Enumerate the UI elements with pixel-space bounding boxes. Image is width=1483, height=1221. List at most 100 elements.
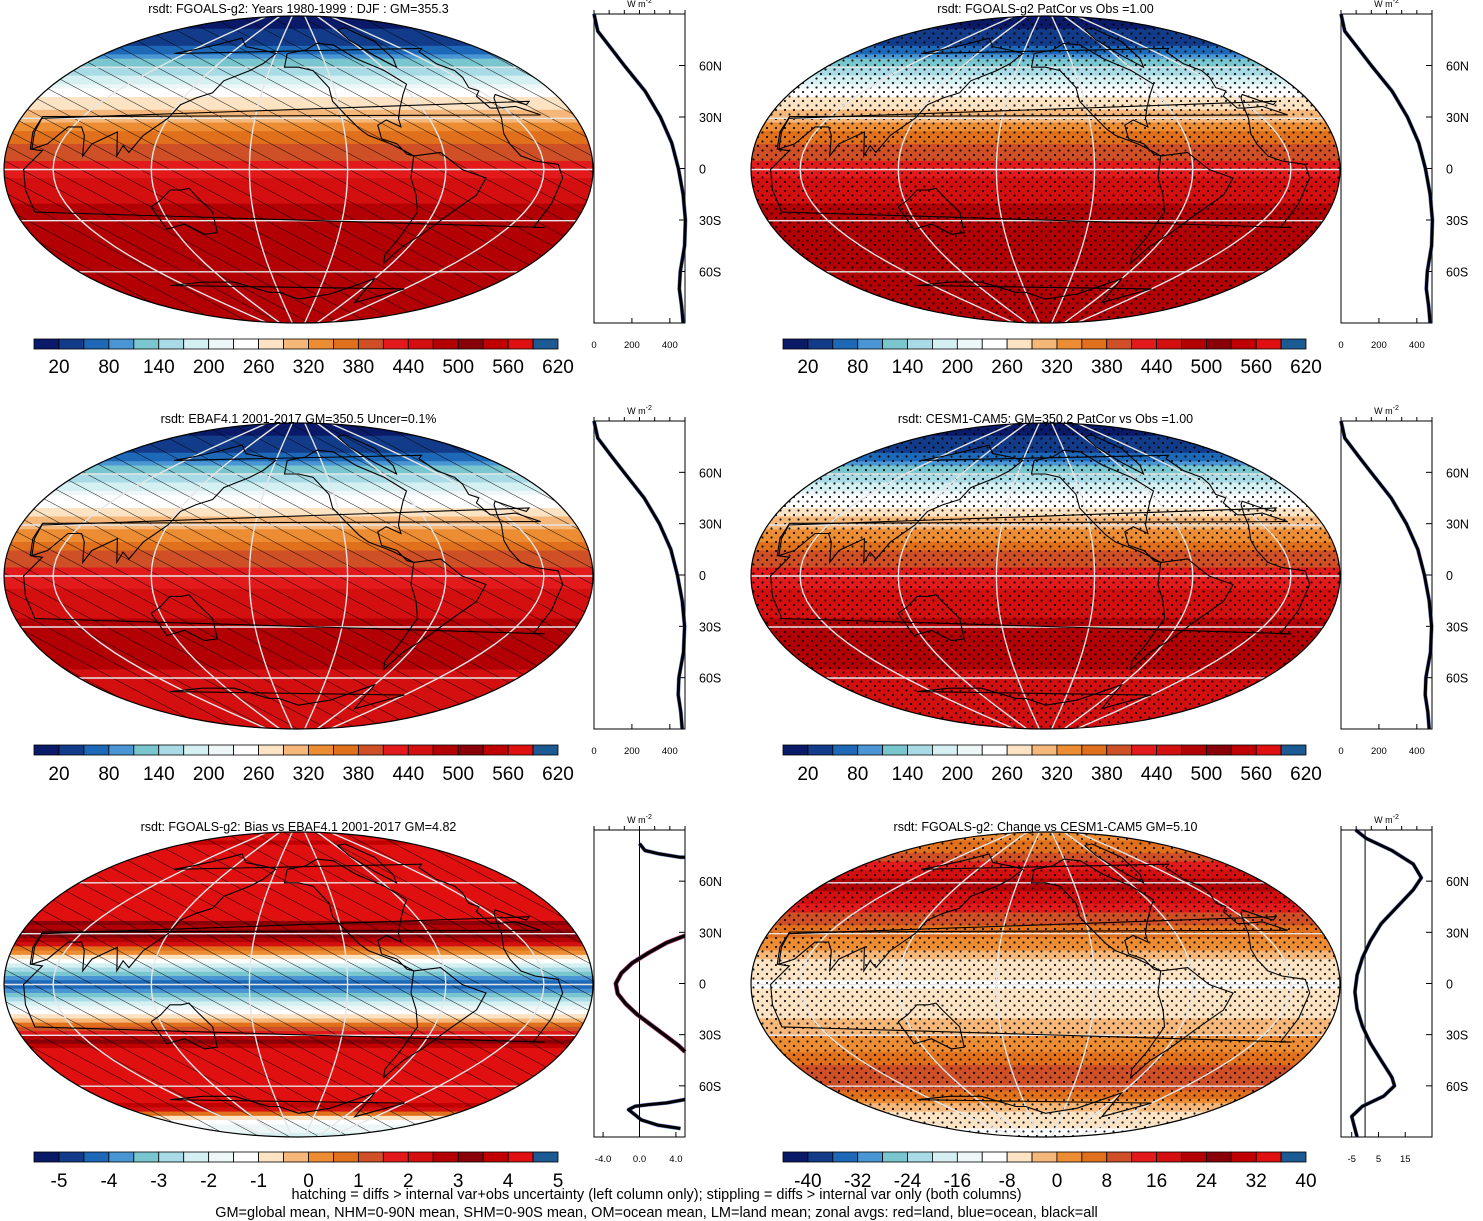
colorbar-tick-label: 500 [442, 764, 474, 785]
colorbar-tick-label: 0 [303, 1171, 314, 1192]
graticule-meridian [799, 832, 1015, 1137]
graticule-meridian [799, 16, 1015, 323]
map-border [3, 422, 594, 730]
colorbar-swatch [981, 1151, 1008, 1163]
map-panel-3: rsdt: EBAF4.1 2001-2017 GM=350.5 Uncer=0… [3, 412, 594, 730]
profile-curve-all [614, 934, 687, 1053]
colorbar-swatch [1280, 744, 1307, 756]
profile-frame [593, 13, 686, 324]
colorbar-swatch [33, 1151, 60, 1163]
colorbar-tick-label: 1 [353, 1171, 364, 1192]
colorbar-swatch [882, 1151, 908, 1163]
graticule-meridian [248, 832, 293, 1137]
graticule-meridian [1051, 16, 1096, 323]
profile-curve-all [1339, 420, 1434, 730]
colorbar-swatch [907, 1151, 933, 1163]
profile-lat-label: 60S [699, 672, 721, 686]
colorbar-swatch [1081, 338, 1108, 350]
graticule-meridian [52, 832, 268, 1137]
map-panel-5: rsdt: FGOALS-g2: Bias vs EBAF4.1 2001-20… [3, 820, 594, 1138]
profile-lat-label: 0 [699, 569, 706, 583]
colorbar-swatch [507, 744, 534, 756]
colorbar-swatch [382, 1151, 409, 1163]
colorbar-tick-label: 440 [392, 357, 424, 378]
graticule-meridian [316, 423, 447, 729]
coastline-greenland [337, 434, 398, 476]
profile-x-label: 200 [624, 340, 640, 351]
graticule-meridian [1076, 832, 1292, 1137]
profile-frame [593, 420, 686, 730]
colorbar-tick-label: 20 [48, 357, 69, 378]
colorbar-swatch [1280, 1151, 1307, 1163]
colorbar-tick-label: -2 [200, 1171, 217, 1192]
graticule-meridian [329, 16, 545, 323]
profile-lat-label: 60S [1446, 266, 1468, 280]
profile-x-label: 400 [662, 340, 678, 351]
map-title: rsdt: CESM1-CAM5: GM=350.2 PatCor vs Obs… [898, 412, 1193, 426]
colorbar-swatch [857, 1151, 884, 1163]
profile-x-label: 400 [1409, 746, 1425, 757]
coastline-australia [897, 1002, 965, 1050]
colorbar-tick-label: 0 [1052, 1171, 1063, 1192]
colorbar-swatch [782, 338, 809, 350]
profile-unit-exponent: -2 [646, 405, 652, 412]
profile-x-label: 4.0 [669, 1154, 682, 1165]
profile-lat-label: 60S [699, 266, 721, 280]
graticule-meridian [1076, 16, 1292, 323]
profile-unit-label: W m-2 [1374, 405, 1399, 416]
colorbar-swatch [857, 744, 884, 756]
colorbar-swatch [457, 1151, 484, 1163]
colorbar-tick-label: 3 [453, 1171, 464, 1192]
graticule-meridian [316, 832, 447, 1137]
profile-curve-ocean [1339, 420, 1434, 730]
colorbar-swatch [258, 744, 284, 756]
profile-curve-all [627, 1098, 686, 1130]
colorbar-swatch [882, 744, 908, 756]
colorbar-tick-label: 260 [243, 764, 275, 785]
colorbar-swatch [482, 338, 509, 350]
profile-lat-label: 60N [1446, 466, 1469, 480]
colorbar-tick-label: -24 [894, 1171, 922, 1192]
colorbar-swatch [382, 338, 409, 350]
coastline-africa [23, 105, 564, 229]
colorbar-tick-label: 500 [442, 357, 474, 378]
colorbar-tick-label: 20 [797, 357, 818, 378]
colorbar-swatch [1106, 1151, 1133, 1163]
colorbar-swatch [1056, 338, 1083, 350]
colorbar-swatch [1056, 1151, 1083, 1163]
profile-curve-all [638, 842, 685, 859]
zonal-profile-5: -4.0 0.0 4.0 W m-2 60N 30N 0 30S 60S [593, 814, 722, 1165]
coastline-south-america [382, 967, 487, 1080]
colorbar-swatch [33, 744, 60, 756]
colorbar-tick-label: 320 [293, 357, 325, 378]
map-title: rsdt: FGOALS-g2 PatCor vs Obs =1.00 [937, 2, 1153, 16]
map-panel-6: rsdt: FGOALS-g2: Change vs CESM1-CAM5 GM… [750, 820, 1341, 1138]
colorbar-swatch [956, 338, 983, 350]
colorbar-swatch [1131, 744, 1157, 756]
colorbar-2: 20 80 140 200 260 320 380 440 500 560 620 [782, 338, 1322, 378]
profile-unit-exponent: -2 [1393, 405, 1399, 412]
profile-x-label: 5 [1376, 1154, 1381, 1165]
profile-unit-exponent: -2 [1393, 814, 1399, 821]
profile-lat-label: 30N [1446, 926, 1469, 940]
colorbar-swatch [1031, 338, 1058, 350]
colorbar-swatch [108, 338, 135, 350]
colorbar-swatch [183, 338, 210, 350]
graticule-meridian [304, 423, 349, 729]
map-panel-4: rsdt: CESM1-CAM5: GM=350.2 PatCor vs Obs… [750, 412, 1341, 730]
colorbar-swatch [283, 1151, 309, 1163]
colorbar-6: -40 -32 -24 -16 -8 0 8 16 24 32 40 [782, 1151, 1317, 1192]
colorbar-swatch [532, 1151, 559, 1163]
colorbar-swatch [457, 338, 484, 350]
map-border [750, 422, 1341, 730]
coastline-north-america [1030, 42, 1161, 157]
colorbar-swatch [407, 338, 434, 350]
profile-curve-ocean [1349, 828, 1424, 1138]
colorbar-tick-label: 2 [403, 1171, 414, 1192]
colorbar-swatch [457, 744, 484, 756]
profile-lat-label: 60N [1446, 60, 1469, 74]
colorbar-tick-label: 200 [193, 764, 225, 785]
colorbar-swatch [1056, 744, 1083, 756]
profile-lat-label: 30S [699, 214, 721, 228]
colorbar-swatch [1230, 338, 1257, 350]
